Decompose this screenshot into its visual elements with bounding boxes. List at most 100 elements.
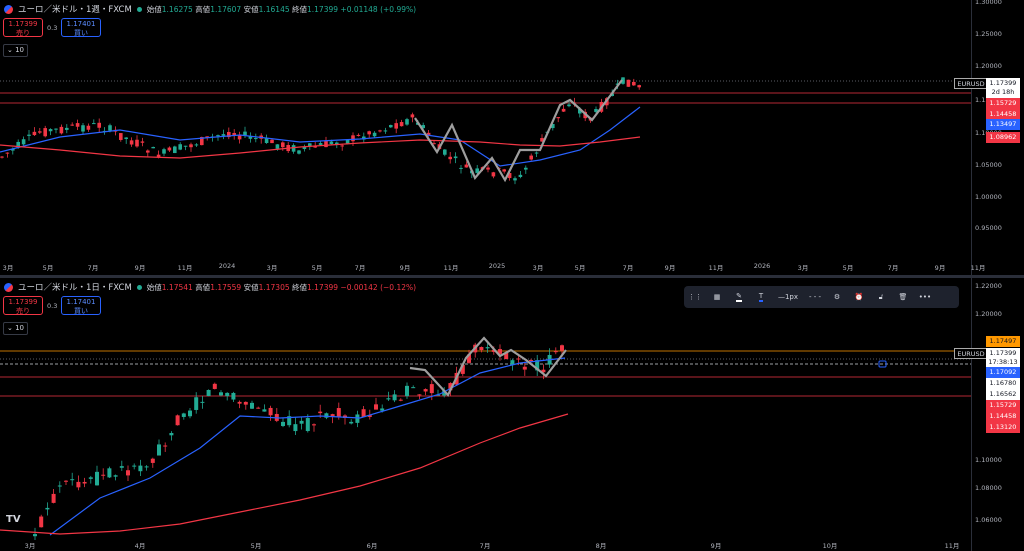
- buy-button[interactable]: 1.17401 買い: [61, 296, 101, 315]
- candle-body: [88, 477, 93, 479]
- candle-body: [453, 156, 458, 159]
- candle-body: [443, 149, 447, 155]
- candle-body: [206, 389, 211, 396]
- weekly-price-plot[interactable]: [0, 0, 972, 275]
- line-color-icon[interactable]: ✎: [736, 292, 742, 302]
- candle-body: [330, 414, 335, 418]
- weekly-chart-pane[interactable]: ユーロ／米ドル・1週・FXCM 始値1.16275 高値1.17607 安値1.…: [0, 0, 1024, 275]
- candle-body: [417, 394, 422, 396]
- price-axis-label: 1.20000: [975, 310, 1002, 318]
- candle-body: [54, 128, 58, 130]
- chart-title[interactable]: ユーロ／米ドル・1週・FXCM: [18, 5, 132, 15]
- candle-body: [81, 125, 85, 132]
- candle-body: [380, 408, 385, 411]
- more-icon[interactable]: •••: [918, 293, 932, 301]
- line-width-button[interactable]: — 1px: [777, 293, 799, 301]
- trash-icon[interactable]: 🗑︎: [898, 293, 908, 301]
- price-axis-label: 1.06000: [975, 516, 1002, 524]
- time-axis-label: 6月: [366, 542, 378, 550]
- time-axis-label: 7月: [622, 264, 634, 272]
- buy-button[interactable]: 1.17401 買い: [61, 18, 101, 37]
- symbol-tag: EURUSD: [954, 348, 988, 359]
- candle-body: [227, 131, 231, 138]
- candle-body: [156, 154, 161, 158]
- candle-body: [398, 399, 403, 401]
- pane-divider[interactable]: [0, 275, 1024, 278]
- price-axis-label: 1.05000: [975, 161, 1002, 169]
- candle-body: [250, 402, 254, 409]
- candle-body: [175, 415, 180, 426]
- time-axis-label: 11月: [970, 264, 986, 272]
- price-tag: 1.17399 2d 18h: [986, 78, 1020, 98]
- time-axis-label: 3月: [266, 264, 278, 272]
- candle-body: [262, 409, 267, 412]
- price-axis-label: 1.10000: [975, 456, 1002, 464]
- candle-body: [162, 149, 166, 154]
- candle-body: [107, 468, 112, 478]
- candle-body: [281, 142, 285, 148]
- candle-body: [45, 507, 50, 510]
- candle-body: [485, 347, 490, 349]
- candle-body: [392, 394, 397, 401]
- chart-title[interactable]: ユーロ／米ドル・1日・FXCM: [18, 283, 132, 293]
- volume-chip[interactable]: ⌄ 10: [3, 44, 29, 57]
- candle-body: [578, 108, 582, 114]
- time-axis-label: 7月: [87, 264, 99, 272]
- candle-body: [516, 358, 521, 360]
- candle-body: [21, 139, 26, 145]
- sell-button[interactable]: 1.17399 売り: [3, 296, 43, 315]
- candle-body: [194, 144, 199, 146]
- daily-chart-pane[interactable]: ユーロ／米ドル・1日・FXCM 始値1.17541 高値1.17559 安値1.…: [0, 278, 1024, 551]
- candle-body: [5, 152, 10, 154]
- candle-body: [76, 481, 81, 488]
- candle-body: [411, 387, 416, 389]
- candle-body: [75, 123, 80, 127]
- candle-body: [129, 140, 134, 145]
- candle-body: [138, 465, 143, 472]
- candle-body: [212, 383, 217, 389]
- candle-body: [167, 147, 172, 151]
- moving-average-fast: [49, 357, 566, 536]
- time-axis-label: 4月: [134, 542, 146, 550]
- moving-average-fast: [0, 106, 641, 167]
- candle-body: [243, 131, 247, 136]
- settings-icon[interactable]: ⚙: [833, 293, 841, 301]
- time-axis-label: 8月: [595, 542, 607, 550]
- candle-body: [216, 135, 220, 137]
- candle-body: [324, 141, 328, 148]
- candle-body: [293, 424, 298, 432]
- candle-body: [64, 480, 68, 482]
- candle-body: [225, 392, 230, 397]
- candle-body: [540, 138, 544, 142]
- candle-body: [324, 413, 329, 418]
- candle-body: [232, 133, 236, 136]
- text-color-icon[interactable]: T: [758, 292, 764, 302]
- candle-body: [305, 418, 310, 432]
- daily-legend: ユーロ／米ドル・1日・FXCM 始値1.17541 高値1.17559 安値1.…: [4, 281, 416, 293]
- candle-body: [237, 401, 242, 404]
- drag-handle-icon[interactable]: ⋮⋮: [688, 293, 702, 301]
- candle-body: [442, 390, 447, 396]
- candle-body: [502, 169, 506, 172]
- candle-body: [529, 155, 533, 160]
- daily-price-plot[interactable]: [0, 278, 972, 551]
- candle-body: [560, 345, 564, 351]
- volume-chip[interactable]: ⌄ 10: [3, 322, 29, 335]
- lock-icon[interactable]: 🔓︎: [878, 292, 884, 301]
- candle-body: [421, 125, 425, 129]
- candle-body: [318, 411, 323, 414]
- template-icon[interactable]: ▦: [713, 293, 721, 301]
- candle-body: [356, 134, 361, 136]
- time-axis-label: 3月: [532, 264, 544, 272]
- candle-body: [299, 420, 304, 424]
- candle-body: [594, 109, 598, 112]
- price-axis-label: 1.30000: [975, 0, 1002, 6]
- alert-clock-icon[interactable]: ⏰: [854, 293, 864, 301]
- candle-body: [126, 470, 130, 476]
- line-style-icon[interactable]: - - -: [808, 293, 822, 301]
- candle-body: [27, 134, 31, 136]
- anchor-handle: [878, 360, 887, 368]
- candle-body: [169, 433, 174, 436]
- sell-button[interactable]: 1.17399 売り: [3, 18, 43, 37]
- time-axis-label: 7月: [354, 264, 366, 272]
